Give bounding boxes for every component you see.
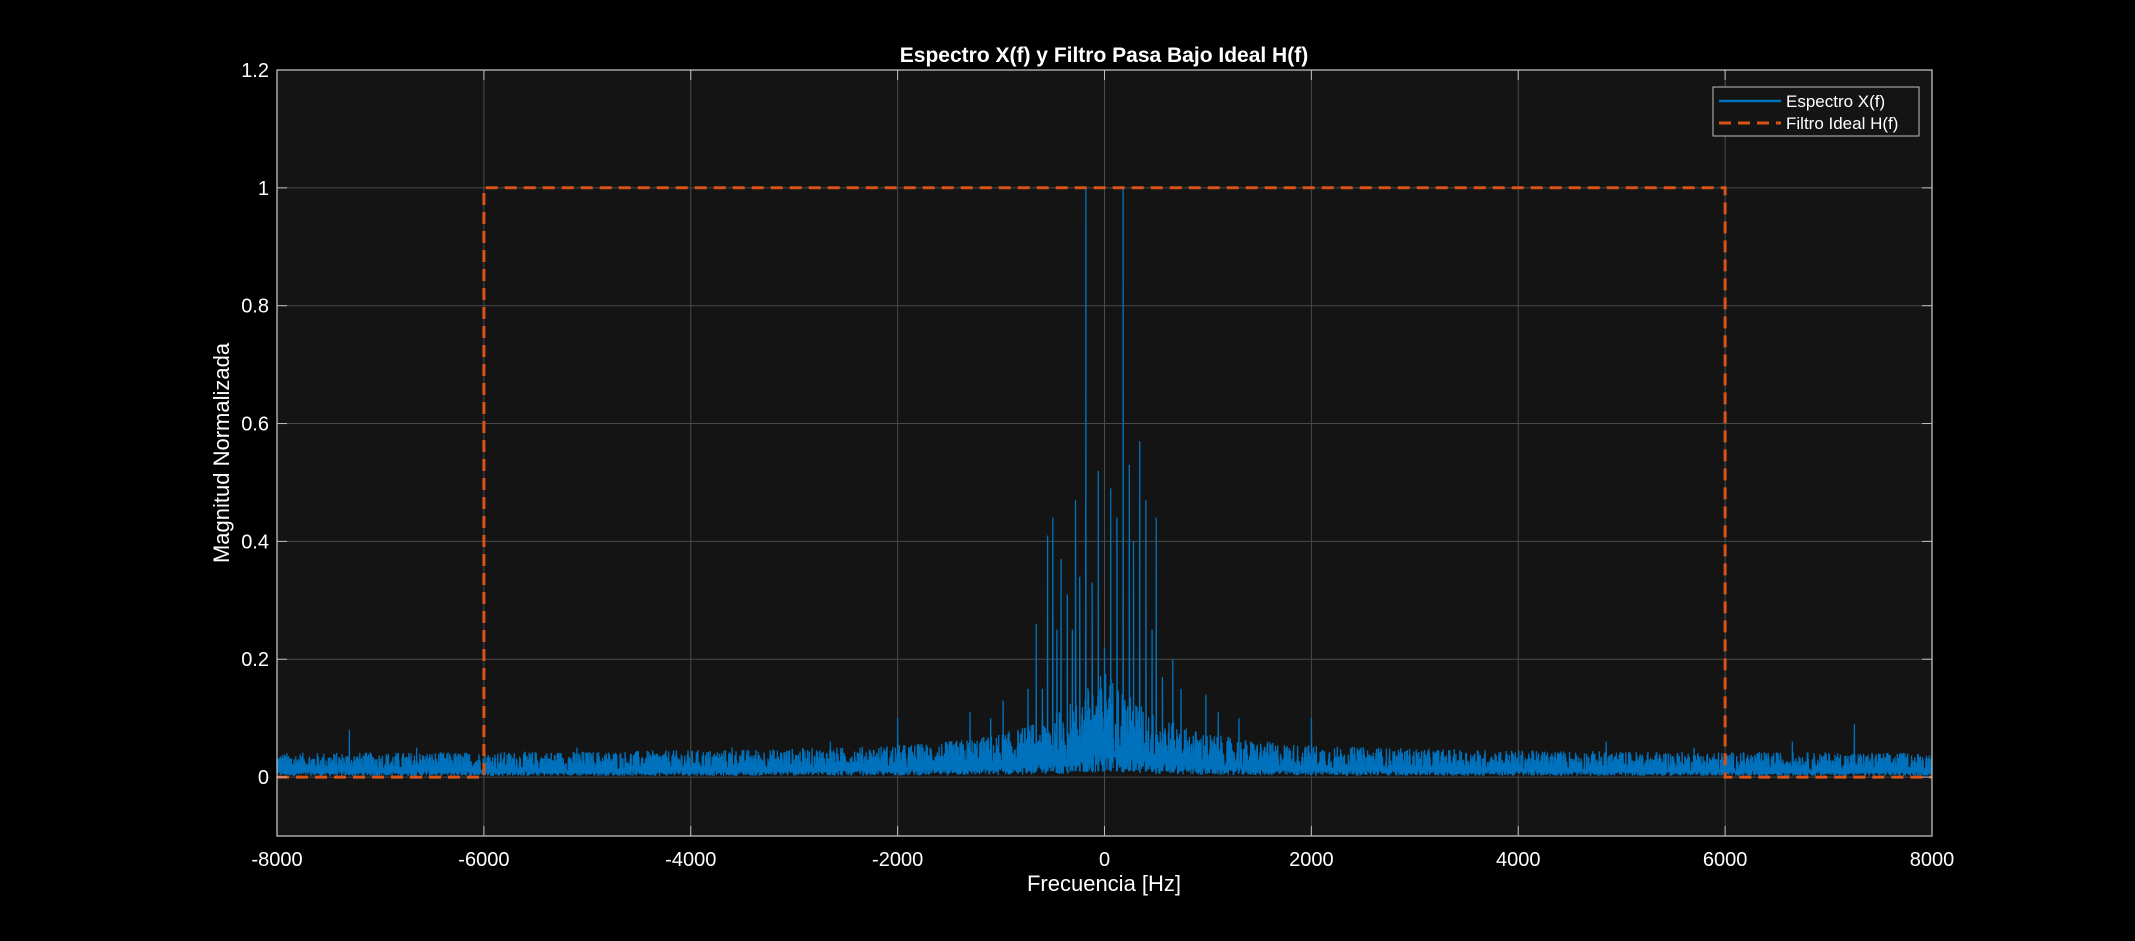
- y-tick-label: 0.4: [241, 531, 269, 553]
- espectro-line: [276, 187, 1933, 776]
- tick-labels: -8000 -6000 -4000 -2000 0 2000 4000 6000 8000 0 0.…: [241, 60, 1954, 871]
- y-tick-label: 1: [258, 178, 269, 200]
- chart-title: Espectro X(f) y Filtro Pasa Bajo Ideal H…: [900, 44, 1308, 67]
- x-tick-label: 4000: [1496, 849, 1541, 871]
- x-tick-label: 0: [1099, 849, 1110, 871]
- x-axis-title: Frecuencia [Hz]: [1027, 871, 1181, 896]
- legend: Espectro X(f) Filtro Ideal H(f): [1712, 86, 1920, 137]
- x-tick-label: 6000: [1703, 849, 1748, 871]
- y-tick-label: 0.2: [241, 649, 269, 671]
- x-tick-label: 2000: [1289, 849, 1334, 871]
- x-tick-label: -4000: [665, 849, 716, 871]
- x-tick-label: -2000: [872, 849, 923, 871]
- legend-label-filtro: Filtro Ideal H(f): [1786, 114, 1898, 133]
- x-tick-label: 8000: [1910, 849, 1955, 871]
- legend-box: [1712, 86, 1920, 137]
- y-tick-label: 1.2: [241, 60, 269, 82]
- x-tick-label: -6000: [458, 849, 509, 871]
- y-tick-label: 0: [258, 767, 269, 789]
- y-tick-label: 0.6: [241, 414, 269, 436]
- y-axis-title: Magnitud Normalizada: [209, 342, 234, 563]
- filtro-line: [277, 186, 1932, 779]
- y-tick-label: 0.8: [241, 296, 269, 318]
- series-espectro: [276, 187, 1933, 776]
- legend-label-espectro: Espectro X(f): [1786, 92, 1885, 111]
- series-filtro: [277, 186, 1932, 779]
- x-tick-label: -8000: [251, 849, 302, 871]
